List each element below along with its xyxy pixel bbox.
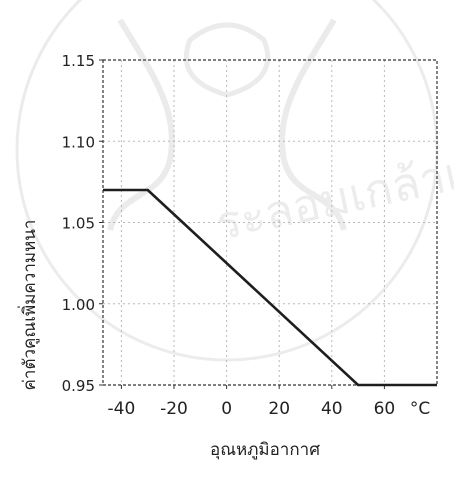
x-tick-label: 20	[268, 399, 290, 419]
y-tick-label: 1.00	[62, 296, 95, 314]
x-tick-label: 0	[221, 399, 232, 419]
y-tick-label: 1.10	[62, 133, 95, 151]
x-tick-label: -40	[108, 399, 136, 419]
y-axis-title: ค่าตัวคูณเพิ่มความหนา	[17, 220, 40, 391]
x-unit-label: °C	[410, 399, 430, 419]
y-tick-label: 1.05	[62, 215, 95, 233]
y-tick-label: 0.95	[62, 377, 95, 395]
x-axis-title: อุณหภูมิอากาศ	[210, 440, 320, 460]
x-tick-label: 40	[321, 399, 343, 419]
y-tick-label: 1.15	[62, 52, 95, 70]
svg-text:ระลอมเกล้าเจ้า: ระลอมเกล้าเจ้า	[211, 135, 454, 251]
series-line	[103, 188, 437, 387]
plot-area: 0.95 1.00 1.05 1.10 1.15 -40 -20 0 20 40 60	[62, 52, 438, 419]
x-tick-label: 60	[374, 399, 396, 419]
x-tick-label: -20	[160, 399, 188, 419]
